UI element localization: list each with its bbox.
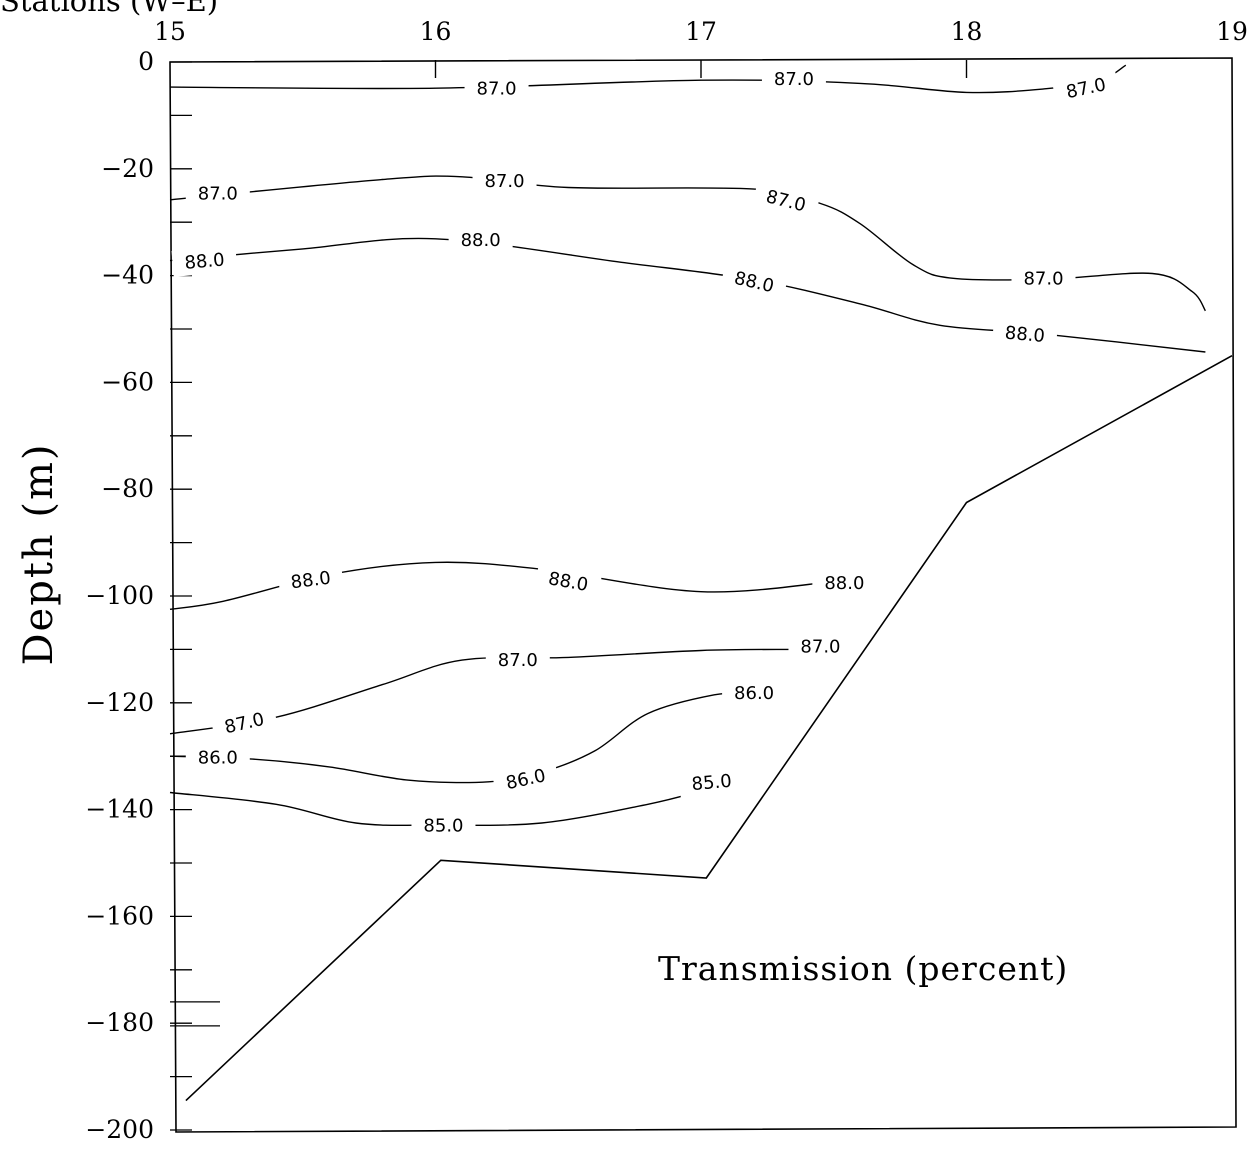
contour-label-backdrop xyxy=(534,563,603,600)
contour-line xyxy=(169,175,1207,312)
contour-label-backdrop xyxy=(1051,68,1120,108)
contour-label: 88.0 xyxy=(824,573,864,594)
contour-label: 86.0 xyxy=(198,747,238,768)
contour-label-backdrop xyxy=(464,75,529,102)
y-axis-title: Depth (m) xyxy=(16,442,62,665)
contour-label-backdrop xyxy=(722,680,787,707)
contour-label-backdrop xyxy=(210,703,279,743)
contour-label-backdrop xyxy=(719,262,789,302)
y-tick-label: −120 xyxy=(85,688,154,717)
contour-label-backdrop xyxy=(472,168,537,195)
x-axis: 15 16 17 18 19 xyxy=(154,17,1248,78)
contour-label-backdrop xyxy=(277,563,345,597)
contour-line xyxy=(169,64,1127,94)
contour-label: 87.0 xyxy=(764,186,808,216)
contour-label: 87.0 xyxy=(1023,268,1063,289)
y-tick-label: −200 xyxy=(85,1115,154,1144)
contour-label: 85.0 xyxy=(691,771,733,795)
y-tick-label: −180 xyxy=(85,1008,154,1037)
contour-label: 88.0 xyxy=(461,230,501,251)
transmission-annotation: Transmission (percent) xyxy=(658,949,1068,988)
x-tick-label: 19 xyxy=(1216,17,1248,46)
contour-line xyxy=(169,648,794,735)
y-tick-label: −140 xyxy=(85,795,154,824)
y-tick-label: 0 xyxy=(138,47,154,76)
x-tick-label: 17 xyxy=(685,17,717,46)
contour-label-backdrop xyxy=(788,633,853,660)
plot-frame xyxy=(169,57,1237,1133)
y-tick-label: −20 xyxy=(101,154,154,183)
bottom-profile-line xyxy=(185,354,1233,1102)
contour-label: 88.0 xyxy=(1004,323,1046,347)
x-tick-label: 18 xyxy=(951,17,983,46)
contour-label-backdrop xyxy=(678,766,745,799)
y-tick-label: −160 xyxy=(85,901,154,930)
contour-line xyxy=(169,692,755,784)
contour-line xyxy=(169,561,834,610)
contour-lines xyxy=(169,64,1207,827)
y-tick-label: −60 xyxy=(101,367,154,396)
contour-label-backdrop xyxy=(171,245,238,277)
contour-label: 88.0 xyxy=(290,568,332,594)
contour-label: 87.0 xyxy=(477,79,517,100)
contour-label: 87.0 xyxy=(484,171,524,192)
contour-label-backdrop xyxy=(812,570,877,597)
contour-label: 87.0 xyxy=(498,650,538,671)
contour-label-backdrop xyxy=(448,226,513,253)
y-axis: 0 −20 −40 −60 −80 −100 −120 −140 −160 −180 −200 xyxy=(85,47,220,1144)
contour-labels: 87.0 87.0 87.0 87.0 87.0 87.0 87.0 88.0 88.0 88.0… xyxy=(171,66,1120,839)
y-tick-label: −40 xyxy=(101,261,154,290)
y-tick-label: −80 xyxy=(101,474,154,503)
contour-label-backdrop xyxy=(485,647,550,674)
contour-label-backdrop xyxy=(991,318,1058,351)
plot-border xyxy=(169,57,1237,1133)
y-tick-label: −100 xyxy=(85,581,154,610)
contour-label-backdrop xyxy=(751,180,821,222)
contour-label-backdrop xyxy=(1011,265,1076,292)
contour-label-backdrop xyxy=(411,812,476,839)
contour-label: 85.0 xyxy=(423,816,463,837)
contour-label: 87.0 xyxy=(198,183,238,204)
x-tick-label: 16 xyxy=(420,17,452,46)
contour-label: 88.0 xyxy=(184,249,226,273)
contour-label-backdrop xyxy=(185,744,250,771)
contour-label-backdrop xyxy=(491,759,560,799)
x-tick-label: 15 xyxy=(154,17,186,46)
contour-label-backdrop xyxy=(761,66,826,93)
contour-label: 87.0 xyxy=(800,637,840,658)
contour-label: 86.0 xyxy=(734,683,774,704)
contour-label: 87.0 xyxy=(774,69,814,90)
contour-label-backdrop xyxy=(185,180,250,207)
stations-header: Stations (W–E) xyxy=(0,0,219,18)
